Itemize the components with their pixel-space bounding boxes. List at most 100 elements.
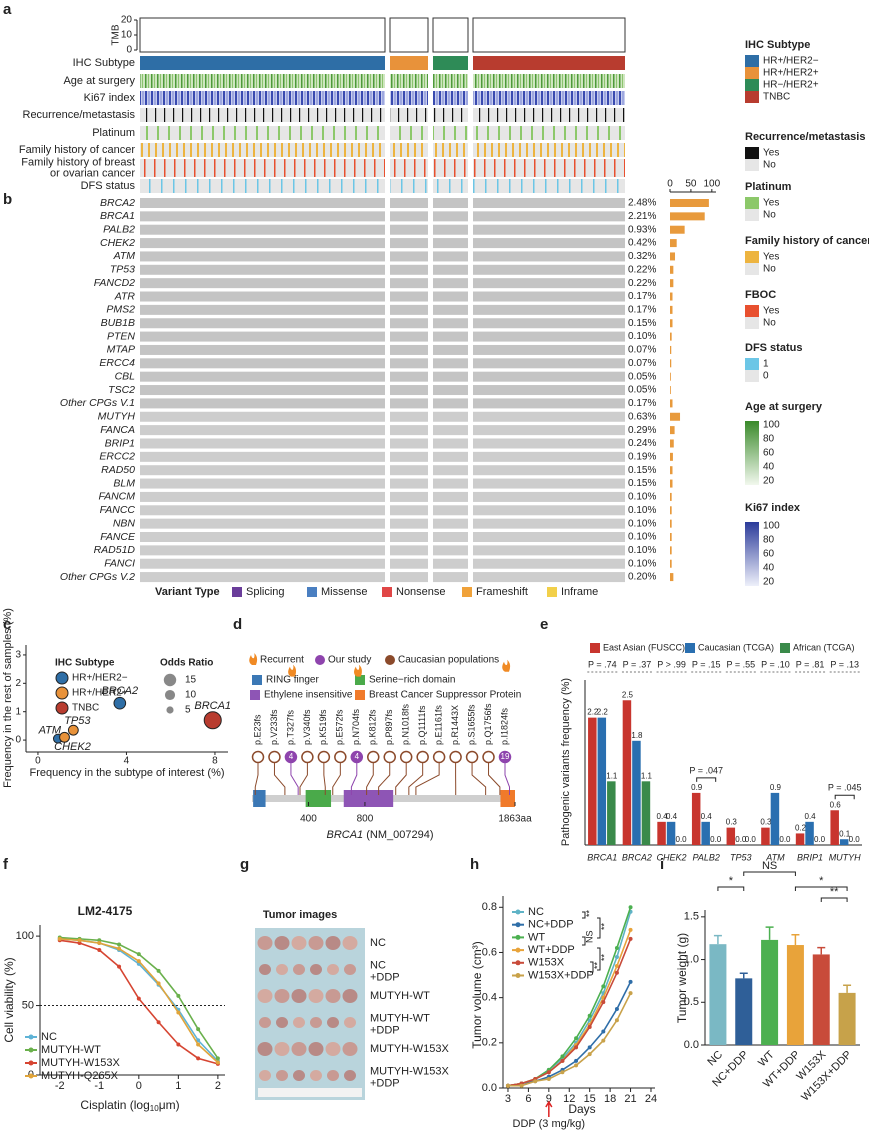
x-tick-label: BRCA1 — [587, 852, 617, 862]
legend-point — [28, 1034, 34, 1040]
tmb-frame — [139, 17, 386, 53]
gene-row — [473, 518, 625, 529]
count-bar — [670, 559, 672, 568]
sig-bracket — [582, 911, 586, 919]
legend-label: WT+DDP — [528, 944, 575, 956]
p-value: P = .13 — [830, 659, 859, 669]
gene-row — [473, 291, 625, 302]
count-bar — [670, 239, 677, 248]
series-point — [156, 981, 161, 986]
gene-row — [140, 318, 385, 329]
value-label: 0.3 — [726, 818, 738, 827]
gene-row — [433, 304, 468, 315]
variant-label: p.R1443X — [450, 705, 460, 745]
legend-label: NC+DDP — [528, 919, 574, 931]
tumor — [310, 964, 322, 975]
sig-bracket — [590, 961, 594, 973]
legend-label: TNBC — [72, 703, 99, 714]
x-axis-label-part: Cisplatin (log — [80, 1098, 149, 1112]
legend-title: Platinum — [745, 181, 792, 193]
gene-row — [433, 558, 468, 569]
legend-label: HR+/HER2+ — [763, 68, 819, 79]
gene-row — [390, 291, 428, 302]
gene-label: CBL — [115, 370, 136, 382]
gene-row — [140, 371, 385, 382]
sig-label: NS — [584, 930, 594, 943]
series-point — [628, 979, 633, 984]
variant-label: p.N1018fs — [401, 703, 411, 745]
value-label: 0.0 — [814, 835, 826, 844]
series-point — [196, 1038, 201, 1043]
gene-row — [140, 572, 385, 583]
bar — [588, 717, 597, 845]
lollipop-stem — [504, 762, 510, 795]
series-point — [587, 1045, 592, 1050]
gene-row — [433, 318, 468, 329]
tumor — [344, 1017, 356, 1028]
gene-row — [473, 558, 625, 569]
variant-label: p.E1161fs — [434, 705, 444, 745]
lollipop-head — [317, 750, 331, 764]
gene-row — [433, 238, 468, 249]
gene-row — [140, 358, 385, 369]
gene-row — [140, 198, 385, 208]
series-point — [546, 1070, 551, 1075]
sig-label: ** — [592, 961, 602, 969]
legend-swatch — [745, 251, 759, 263]
lollipop-head — [383, 750, 396, 764]
tumor — [342, 936, 358, 950]
frequency-label: 0.20% — [628, 572, 656, 583]
gene-row — [390, 545, 428, 556]
lollipop-stem — [323, 762, 326, 795]
tumor — [342, 989, 358, 1003]
frequency-label: 0.10% — [628, 331, 656, 342]
frequency-label: 0.10% — [628, 505, 656, 516]
bar — [761, 827, 770, 845]
variant-label: p.I1824fs — [499, 707, 509, 745]
gene-label: PTEN — [107, 330, 135, 342]
tumor — [257, 989, 273, 1003]
value-label: 0.0 — [779, 835, 791, 844]
sig-label: ** — [599, 953, 609, 961]
p-value: P = .10 — [761, 659, 790, 669]
row-label: MUTYH-W153X — [370, 1065, 450, 1077]
bar — [830, 810, 839, 845]
frequency-label: 0.42% — [628, 238, 656, 249]
lollipop-head — [334, 750, 347, 764]
lollipop-head — [399, 750, 413, 764]
tumor — [274, 1042, 290, 1056]
tumor — [291, 1042, 307, 1056]
gene-row — [390, 304, 428, 315]
error-bar — [765, 926, 774, 940]
lollipop-head — [432, 750, 446, 764]
scatter-point — [113, 696, 127, 710]
legend-gradient — [745, 522, 759, 586]
row-label: NC — [370, 937, 386, 949]
size-legend-mark — [163, 673, 177, 687]
gene-row — [473, 491, 625, 502]
y-tick-label: 50 — [22, 999, 34, 1011]
value-label: 0.9 — [691, 783, 703, 792]
legend-label: Caucasian (TCGA) — [698, 642, 774, 652]
variant-label: p.P897fs — [384, 709, 394, 745]
count-bar — [670, 332, 672, 341]
gene-row — [390, 491, 428, 502]
count-tick-label: 100 — [703, 179, 720, 190]
legend-point — [515, 960, 521, 966]
gene-label: RAD51D — [94, 544, 136, 556]
gene-row — [390, 331, 428, 342]
tumor — [342, 1042, 358, 1056]
tumor — [327, 1070, 339, 1081]
count-bar — [670, 399, 673, 408]
variant-type-title: Variant Type — [155, 586, 220, 598]
count-bar — [670, 199, 709, 207]
variant-count: 4 — [289, 752, 294, 761]
gene-row — [473, 572, 625, 583]
tumor — [276, 964, 288, 975]
legend-title: Family history of cancer — [745, 235, 869, 247]
gene-row — [473, 251, 625, 262]
legend-label: 15 — [185, 675, 197, 686]
sig-label: ** — [830, 886, 839, 898]
y-tick-label: 0 — [15, 735, 21, 746]
legend-title: FBOC — [745, 289, 776, 301]
